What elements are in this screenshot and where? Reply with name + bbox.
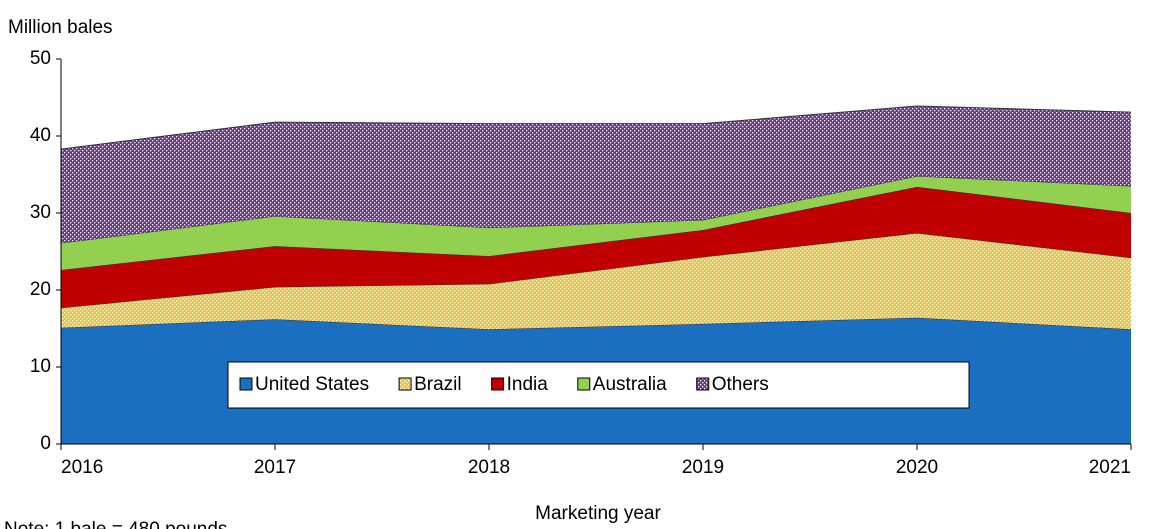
y-tick-label: 50 xyxy=(30,48,51,69)
legend-swatch xyxy=(696,377,710,391)
legend-swatch xyxy=(491,377,505,391)
y-tick-label: 0 xyxy=(40,433,51,454)
legend-label: Australia xyxy=(593,374,667,395)
legend-swatch xyxy=(398,377,412,391)
legend-swatch xyxy=(577,377,591,391)
y-axis-label: Million bales xyxy=(8,17,113,38)
y-tick-label: 20 xyxy=(30,279,51,300)
area-fill xyxy=(61,105,1131,244)
area-fill xyxy=(61,176,1131,270)
x-tick-label: 2017 xyxy=(254,457,296,478)
x-tick-label: 2019 xyxy=(682,457,724,478)
area-fill xyxy=(61,186,1131,308)
x-tick-label: 2016 xyxy=(61,457,103,478)
x-tick-label: 2018 xyxy=(468,457,510,478)
legend-label: Others xyxy=(712,374,769,395)
area-edge xyxy=(60,105,1132,150)
y-tick-label: 10 xyxy=(30,356,51,377)
legend: United States Brazil India Australia Others xyxy=(227,361,970,409)
x-axis-label: Marketing year xyxy=(535,503,661,524)
x-tick-label: 2020 xyxy=(896,457,938,478)
y-tick-label: 30 xyxy=(30,202,51,223)
legend-label: Brazil xyxy=(414,374,462,395)
legend-box xyxy=(227,361,970,409)
legend-label: India xyxy=(507,374,549,395)
x-tick-label: 2021 xyxy=(1089,457,1131,478)
y-tick-label: 40 xyxy=(30,125,51,146)
note: Note: 1 bale = 480 pounds xyxy=(4,519,227,529)
area-fill xyxy=(61,233,1131,330)
legend-swatch xyxy=(239,377,253,391)
legend-label: United States xyxy=(255,374,369,395)
